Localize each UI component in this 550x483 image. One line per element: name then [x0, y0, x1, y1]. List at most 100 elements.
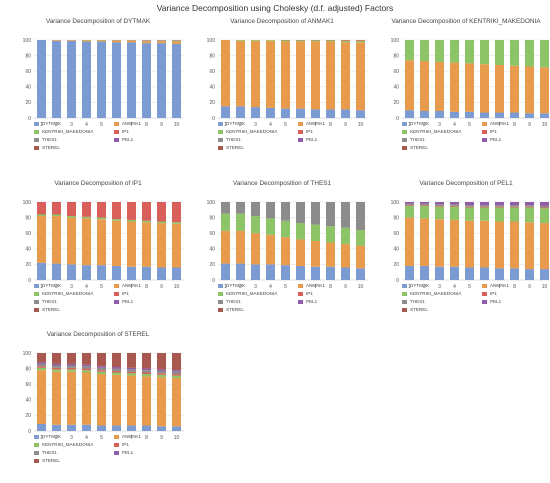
- legend-swatch: [298, 291, 303, 296]
- bar-segment: [142, 202, 151, 221]
- x-tick-label: 3: [70, 435, 73, 441]
- legend-swatch: [34, 145, 39, 150]
- bar-segment: [127, 221, 136, 267]
- y-tick-label: 20: [209, 262, 215, 268]
- bar-segment: [112, 219, 121, 221]
- bar-segment: [296, 202, 305, 224]
- bar-segment: [172, 43, 181, 118]
- y-tick-label: 80: [393, 215, 399, 221]
- bar-segment: [465, 111, 474, 118]
- bar-segment: [341, 267, 350, 280]
- bar-segment: [37, 423, 46, 431]
- bar-segment: [52, 214, 61, 217]
- bar-chart: 02040608010012345678910: [207, 38, 368, 128]
- legend-label: IP1: [122, 129, 129, 134]
- legend-swatch: [34, 307, 39, 312]
- bar-segment: [67, 353, 76, 364]
- bar-segment: [266, 234, 275, 265]
- legend-item: ANMAK1: [114, 434, 141, 439]
- bar-segment: [356, 40, 365, 43]
- bar-segment: [157, 267, 166, 280]
- y-tick-label: 20: [209, 100, 215, 106]
- bar-segment: [465, 267, 474, 280]
- bar-segment: [142, 220, 151, 223]
- bar-segment: [540, 113, 549, 118]
- bar-segment: [37, 367, 46, 371]
- legend-swatch: [34, 283, 39, 288]
- bar-segment: [82, 218, 91, 266]
- bar-segment: [82, 202, 91, 217]
- bar-segment: [142, 374, 151, 377]
- y-tick-label: 40: [25, 398, 31, 404]
- bar-segment: [52, 263, 61, 280]
- bar-segment: [127, 369, 136, 372]
- bar-segment: [172, 374, 181, 376]
- bar-segment: [172, 41, 181, 44]
- y-tick-label: 100: [391, 38, 400, 44]
- legend-item: STEREL: [34, 145, 60, 150]
- y-tick-label: 80: [209, 215, 215, 221]
- bar-segment: [221, 106, 230, 118]
- x-tick-label: 3: [254, 122, 257, 128]
- y-tick-label: 40: [209, 85, 215, 91]
- bar-segment: [356, 42, 365, 111]
- legend-swatch: [298, 137, 303, 142]
- bar-segment: [112, 368, 121, 371]
- x-tick-label: 2: [423, 284, 426, 290]
- bar-segment: [67, 202, 76, 217]
- legend-item: THES1: [34, 137, 57, 142]
- bar-segment: [281, 202, 290, 221]
- x-tick-label: 8: [513, 122, 516, 128]
- bar-segment: [266, 218, 275, 235]
- bar-segment: [495, 40, 504, 65]
- y-tick-label: 20: [25, 413, 31, 419]
- bar-segment: [142, 266, 151, 280]
- bar-segment: [157, 353, 166, 370]
- x-tick-label: 1: [408, 122, 411, 128]
- chart-panel: Variance Decomposition of KENTRIKI_MAKED…: [378, 18, 550, 168]
- bar-segment: [435, 219, 444, 267]
- legend-label: ANMAK1: [306, 283, 325, 288]
- bar-segment: [435, 202, 444, 205]
- bar-segment: [281, 220, 290, 238]
- x-tick-label: 3: [70, 284, 73, 290]
- bar-segment: [157, 373, 166, 375]
- legend-item: IP1: [482, 291, 497, 296]
- y-tick-label: 60: [393, 69, 399, 75]
- legend-item: THES1: [34, 299, 57, 304]
- x-tick-label: 8: [329, 284, 332, 290]
- legend-swatch: [402, 299, 407, 304]
- legend-swatch: [114, 129, 119, 134]
- bar-segment: [67, 369, 76, 372]
- bar-segment: [480, 267, 489, 280]
- x-tick-label: 3: [70, 122, 73, 128]
- x-tick-label: 8: [329, 122, 332, 128]
- x-tick-label: 1: [408, 284, 411, 290]
- bar-segment: [142, 425, 151, 431]
- legend-item: IP1: [482, 129, 497, 134]
- y-tick-label: 0: [396, 116, 399, 122]
- bar-segment: [112, 425, 121, 431]
- y-tick-label: 0: [212, 116, 215, 122]
- legend-swatch: [34, 450, 39, 455]
- y-tick-label: 80: [25, 366, 31, 372]
- bar-segment: [112, 353, 121, 368]
- bar-segment: [540, 207, 549, 209]
- legend-label: IP1: [122, 442, 129, 447]
- bar-segment: [112, 374, 121, 426]
- bar-segment: [435, 206, 444, 220]
- legend-item: ANMAK1: [114, 283, 141, 288]
- bar-segment: [356, 268, 365, 280]
- bar-segment: [127, 367, 136, 370]
- bar-segment: [405, 110, 414, 118]
- bar-segment: [97, 366, 106, 368]
- bar-segment: [525, 269, 534, 280]
- bar-segment: [450, 111, 459, 118]
- x-tick-label: 5: [100, 122, 103, 128]
- x-tick-label: 2: [423, 122, 426, 128]
- bar-segment: [341, 202, 350, 228]
- bar-segment: [67, 371, 76, 425]
- legend-label: THES1: [410, 137, 425, 142]
- bar-segment: [251, 216, 260, 234]
- bar-segment: [495, 64, 504, 113]
